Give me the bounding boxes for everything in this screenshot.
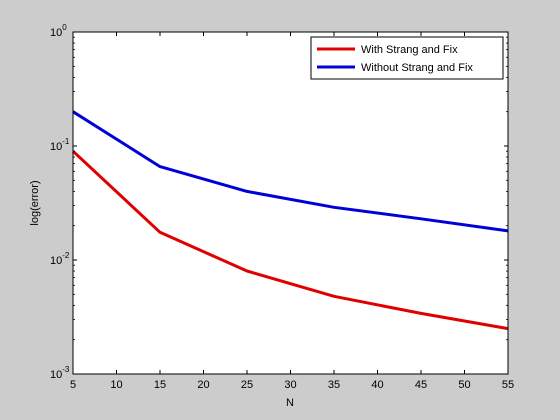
x-tick-label: 35: [328, 379, 340, 391]
plot-frame: [72, 31, 509, 375]
series-layer: [71, 110, 509, 331]
x-tick-label: 40: [371, 379, 383, 391]
y-tick-label: 100: [50, 23, 67, 39]
y-tick-label: 10-3: [50, 365, 70, 381]
x-tick-label: 45: [415, 379, 427, 391]
plot-area: [73, 32, 508, 374]
y-tick-label: 10-2: [50, 251, 70, 267]
x-tick-label: 10: [110, 379, 122, 391]
x-tick-label: 55: [502, 379, 514, 391]
x-tick-label: 20: [197, 379, 209, 391]
x-tick-label: 25: [241, 379, 253, 391]
legend-box: [310, 36, 504, 80]
y-axis-label: log(error): [29, 180, 41, 225]
series-line-1: [72, 110, 509, 233]
x-tick-label: 15: [154, 379, 166, 391]
legend-label-1: Without Strang and Fix: [361, 62, 473, 74]
y-tick-label: 10-1: [50, 137, 70, 153]
ticks-layer: 5 10 15 20 25 30 35 40 45 50 55 10-3 10-2 10-1 100: [50, 23, 514, 391]
x-tick-label: 50: [458, 379, 470, 391]
legend: With Strang and Fix Without Strang and Fi…: [310, 36, 504, 80]
legend-label-0: With Strang and Fix: [361, 44, 458, 56]
x-tick-label: 30: [284, 379, 296, 391]
series-line-0: [71, 150, 509, 331]
x-tick-label: 5: [70, 379, 76, 391]
x-axis-label: N: [286, 397, 294, 409]
